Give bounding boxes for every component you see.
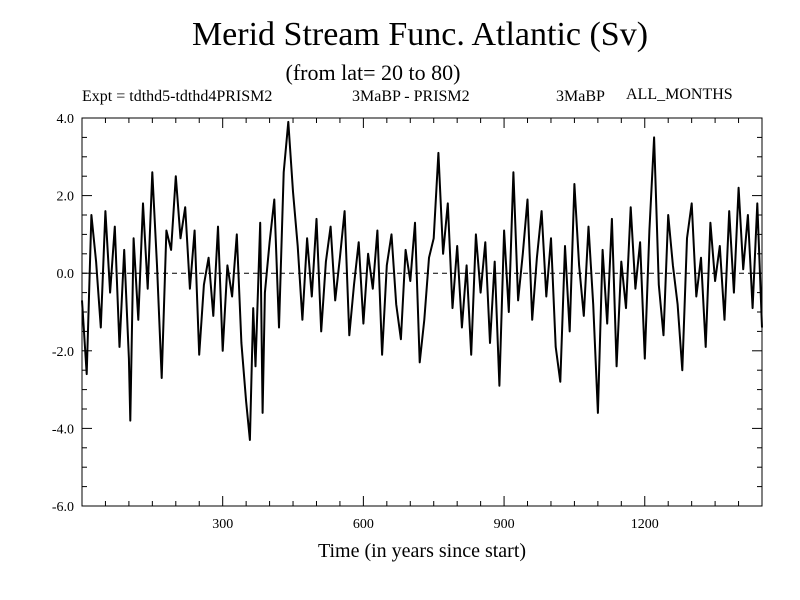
chart-title: Merid Stream Func. Atlantic (Sv) xyxy=(191,16,649,53)
months-label: ALL_MONTHS xyxy=(626,86,733,103)
tick-label-layer: -6.0 -4.0 -2.0 0.0 2.0 4.0 300 600 900 1200 xyxy=(52,112,659,532)
x-tick-label: 300 xyxy=(212,517,233,532)
plot-frame xyxy=(81,117,763,507)
y-tick-label: -4.0 xyxy=(52,422,74,437)
tick-layer xyxy=(82,117,762,507)
x-tick-label: 900 xyxy=(494,517,515,532)
experiment-label-part2: 3MaBP - PRISM2 xyxy=(352,88,470,105)
series-line xyxy=(81,120,763,441)
y-tick-label: 0.0 xyxy=(57,267,75,282)
x-axis-label: Time (in years since start) xyxy=(317,540,527,562)
y-tick-label: -2.0 xyxy=(52,345,74,360)
y-tick-label: 2.0 xyxy=(57,190,75,205)
x-tick-label: 600 xyxy=(353,517,374,532)
experiment-label-part3: 3MaBP xyxy=(556,88,605,105)
experiment-label: Expt = tdthd5-tdthd4PRISM2 xyxy=(82,88,273,105)
y-tick-label: 4.0 xyxy=(57,112,75,127)
y-tick-label: -6.0 xyxy=(52,500,74,515)
chart-subtitle: (from lat= 20 to 80) xyxy=(285,60,461,85)
x-tick-label: 1200 xyxy=(631,517,659,532)
